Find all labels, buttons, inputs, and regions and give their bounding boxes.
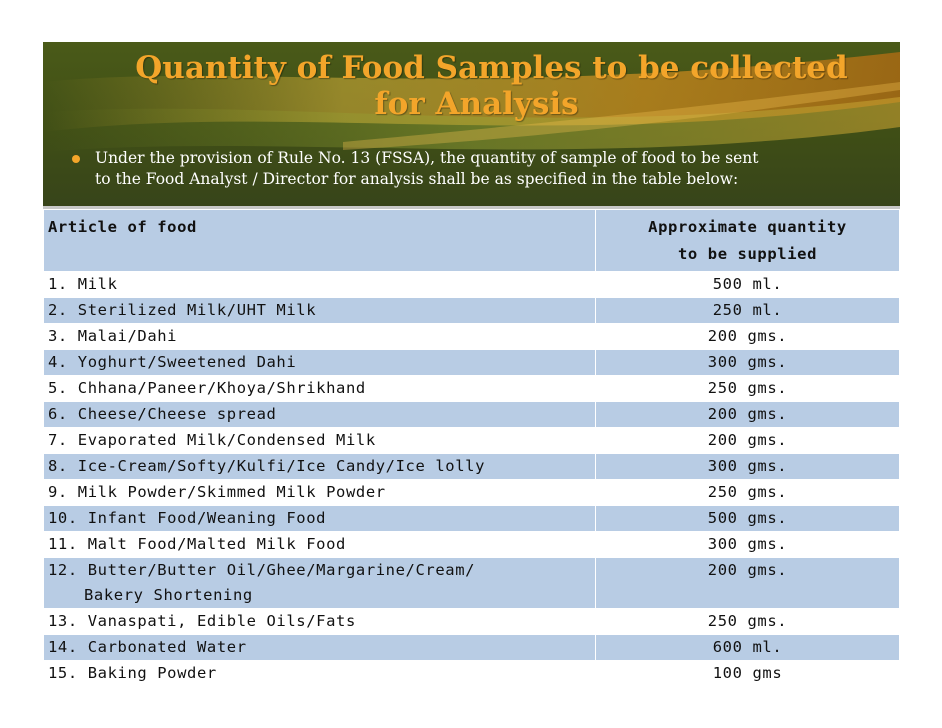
quantity-cell: 300 gms. bbox=[595, 349, 900, 376]
table-row: 2. Sterilized Milk/UHT Milk 250 ml. bbox=[43, 297, 900, 324]
table-row: 7. Evaporated Milk/Condensed Milk 200 gm… bbox=[43, 427, 900, 454]
quantity-cell: 500 gms. bbox=[595, 505, 900, 532]
article-cell: 8. Ice-Cream/Softy/Kulfi/Ice Candy/Ice l… bbox=[43, 453, 596, 480]
article-line-2: Bakery Shortening bbox=[84, 586, 253, 604]
table-row: 14. Carbonated Water 600 ml. bbox=[43, 634, 900, 661]
article-cell: 15. Baking Powder bbox=[43, 660, 596, 686]
article-cell: 4. Yoghurt/Sweetened Dahi bbox=[43, 349, 596, 376]
table-row: 15. Baking Powder 100 gms bbox=[43, 660, 900, 686]
title-line-1: Quantity of Food Samples to be collected bbox=[135, 50, 848, 86]
article-cell: 1. Milk bbox=[43, 271, 596, 298]
table-row: 8. Ice-Cream/Softy/Kulfi/Ice Candy/Ice l… bbox=[43, 453, 900, 480]
header-quantity-line-2: to be supplied bbox=[677, 245, 818, 263]
bullet-dot-icon bbox=[72, 155, 80, 163]
table-row: 9. Milk Powder/Skimmed Milk Powder 250 g… bbox=[43, 479, 900, 506]
swoosh-decoration bbox=[43, 52, 900, 152]
table-row: 12. Butter/Butter Oil/Ghee/Margarine/Cre… bbox=[43, 557, 900, 609]
quantity-cell: 600 ml. bbox=[595, 634, 900, 661]
divider bbox=[43, 206, 900, 209]
food-sample-table: Article of food Approximate quantity to … bbox=[43, 209, 900, 686]
article-cell: 10. Infant Food/Weaning Food bbox=[43, 505, 596, 532]
quantity-cell: 100 gms bbox=[595, 660, 900, 686]
table-row: 13. Vanaspati, Edible Oils/Fats 250 gms. bbox=[43, 608, 900, 635]
quantity-cell: 250 gms. bbox=[595, 375, 900, 402]
quantity-cell: 250 gms. bbox=[595, 608, 900, 635]
article-cell: 9. Milk Powder/Skimmed Milk Powder bbox=[43, 479, 596, 506]
table-row: 3. Malai/Dahi 200 gms. bbox=[43, 323, 900, 350]
table-row: 10. Infant Food/Weaning Food 500 gms. bbox=[43, 505, 900, 532]
article-cell: 7. Evaporated Milk/Condensed Milk bbox=[43, 427, 596, 454]
article-cell: 14. Carbonated Water bbox=[43, 634, 596, 661]
table-row: 6. Cheese/Cheese spread 200 gms. bbox=[43, 401, 900, 428]
intro-bullet: Under the provision of Rule No. 13 (FSSA… bbox=[72, 148, 885, 190]
quantity-cell: 300 gms. bbox=[595, 531, 900, 558]
quantity-cell: 500 ml. bbox=[595, 271, 900, 298]
article-cell: 2. Sterilized Milk/UHT Milk bbox=[43, 297, 596, 324]
article-line-1: 12. Butter/Butter Oil/Ghee/Margarine/Cre… bbox=[48, 561, 476, 579]
article-cell: 6. Cheese/Cheese spread bbox=[43, 401, 596, 428]
quantity-cell: 300 gms. bbox=[595, 453, 900, 480]
table-header-row: Article of food Approximate quantity to … bbox=[43, 209, 900, 272]
quantity-cell: 250 gms. bbox=[595, 479, 900, 506]
table-row: 5. Chhana/Paneer/Khoya/Shrikhand 250 gms… bbox=[43, 375, 900, 402]
bullet-line-1: Under the provision of Rule No. 13 (FSSA… bbox=[95, 149, 759, 167]
article-cell: 12. Butter/Butter Oil/Ghee/Margarine/Cre… bbox=[43, 557, 596, 609]
article-cell: 11. Malt Food/Malted Milk Food bbox=[43, 531, 596, 558]
article-cell: 5. Chhana/Paneer/Khoya/Shrikhand bbox=[43, 375, 596, 402]
article-cell: 13. Vanaspati, Edible Oils/Fats bbox=[43, 608, 596, 635]
header-quantity: Approximate quantity to be supplied bbox=[595, 209, 900, 272]
title-banner: Quantity of Food Samples to be collected… bbox=[43, 42, 900, 209]
header-quantity-line-1: Approximate quantity bbox=[648, 218, 847, 236]
quantity-cell: 200 gms. bbox=[595, 557, 900, 609]
table-row: 4. Yoghurt/Sweetened Dahi 300 gms. bbox=[43, 349, 900, 376]
quantity-cell: 250 ml. bbox=[595, 297, 900, 324]
article-cell: 3. Malai/Dahi bbox=[43, 323, 596, 350]
quantity-cell: 200 gms. bbox=[595, 427, 900, 454]
quantity-cell: 200 gms. bbox=[595, 323, 900, 350]
slide: Quantity of Food Samples to be collected… bbox=[43, 42, 900, 686]
table-row: 11. Malt Food/Malted Milk Food 300 gms. bbox=[43, 531, 900, 558]
title-line-2: for Analysis bbox=[374, 86, 579, 122]
bullet-line-2: to the Food Analyst / Director for analy… bbox=[95, 170, 739, 188]
header-article: Article of food bbox=[43, 209, 596, 272]
quantity-cell: 200 gms. bbox=[595, 401, 900, 428]
slide-title: Quantity of Food Samples to be collected… bbox=[43, 48, 900, 124]
table-row: 1. Milk 500 ml. bbox=[43, 271, 900, 298]
